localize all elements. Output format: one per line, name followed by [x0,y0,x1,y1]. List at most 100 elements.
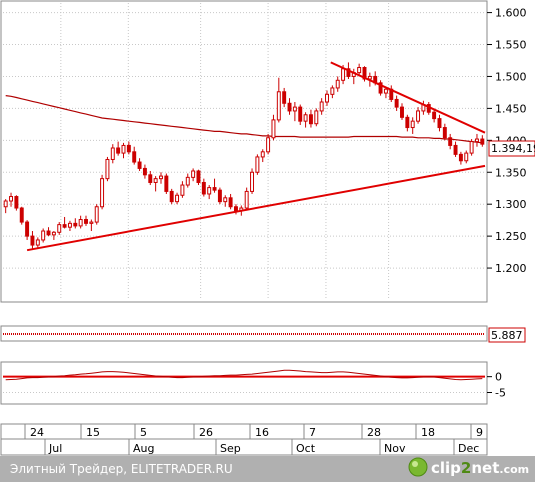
indicator-value-label: 5.887 [491,329,523,342]
oscillator-grid [3,375,485,393]
candle-body [126,144,131,153]
x-day-label: 26 [199,426,213,439]
candle-body [357,67,362,74]
logo-sphere-highlight [412,461,418,467]
candle-body [480,138,485,145]
candle-body [57,224,62,233]
footer-bar [0,456,535,482]
candle-body [223,197,228,203]
y-tick-label: 1.250 [495,230,527,243]
main-panel-frame [0,0,488,303]
candle-body [121,144,126,154]
candle-body [367,75,372,80]
candle-body [110,147,115,160]
indicator-value-box [488,327,526,343]
candle-body [51,231,56,236]
logo-text-part3: net [471,459,499,477]
trendline [26,164,486,252]
x-day-label: 5 [140,426,147,439]
candle-body [469,141,474,154]
candle-body [14,196,19,209]
osc-tick-label: -5 [495,387,506,400]
candle-body [276,91,281,121]
x-axis-month-labels: Jul Aug Sep Oct Nov Dec [44,439,479,455]
candle-body [132,151,137,163]
candle-body [175,194,180,203]
moving-average [5,95,483,144]
candle-body [394,98,399,108]
candle-body [287,102,292,112]
x-day-label: 28 [367,426,381,439]
candle-body [3,200,8,208]
candle-body [207,187,212,195]
x-day-label: 15 [86,426,100,439]
candle-body [25,221,30,237]
logo: clip2net.com [408,457,529,477]
candle-body [191,170,196,178]
candle-body [260,151,265,158]
candle-body [148,174,153,183]
candle-body [73,222,78,227]
candle-body [303,114,308,122]
y-tick-label: 1.450 [495,102,527,115]
candle-body [271,119,276,139]
x-month-label: Nov [384,442,406,455]
candle-body [19,207,24,223]
x-day-label: 9 [476,426,483,439]
candle-body [100,178,105,208]
candle-body [244,190,249,209]
candle-body [266,137,271,153]
candle-body [196,170,201,183]
candle-body [46,230,51,236]
candle-body [228,197,233,208]
candle-body [9,196,14,202]
candle-body [341,68,346,81]
candle-body [416,110,421,122]
candle-body [410,120,415,129]
candle-body [212,187,217,191]
candle-body [180,184,185,196]
candle-body [442,127,447,139]
y-tick-label: 1.500 [495,70,527,83]
candle-body [405,116,410,129]
oscillator-series [5,369,483,381]
candle-body [201,181,206,195]
trendline [330,61,486,134]
x-axis-day-labels: 24 15 5 26 16 7 28 18 9 [24,424,483,439]
x-day-label: 16 [255,426,269,439]
last-price-marker: 1.394,19 [488,140,535,157]
candle-body [142,167,147,176]
x-month-label: Jul [48,442,62,455]
candle-body [458,153,463,162]
candle-body [89,221,94,224]
oscillator-panel-frame [0,361,488,405]
candle-body [67,222,72,228]
candles [3,62,485,249]
candle-body [292,106,297,112]
y-tick-label: 1.550 [495,39,527,52]
candle-body [432,111,437,120]
candle-body [164,175,169,192]
candle-body [35,239,40,246]
y-tick-label: 1.600 [495,7,527,20]
candle-body [169,190,174,203]
candle-body [319,101,324,112]
candle-body [233,206,238,212]
oscillator-line [5,369,483,381]
logo-text-part4: .com [499,463,529,476]
main-grid [3,3,485,300]
logo-text-part1: clip [431,459,461,477]
candle-body [448,137,453,146]
x-month-label: Sep [220,442,241,455]
candle-body [153,178,158,183]
candle-body [62,224,67,228]
candle-body [346,68,351,77]
candle-body [314,110,319,125]
moving-average-line [5,95,483,144]
last-price-label: 1.394,19 [491,142,535,155]
candle-body [325,93,329,103]
trendlines [26,61,486,252]
candle-body [250,171,255,192]
